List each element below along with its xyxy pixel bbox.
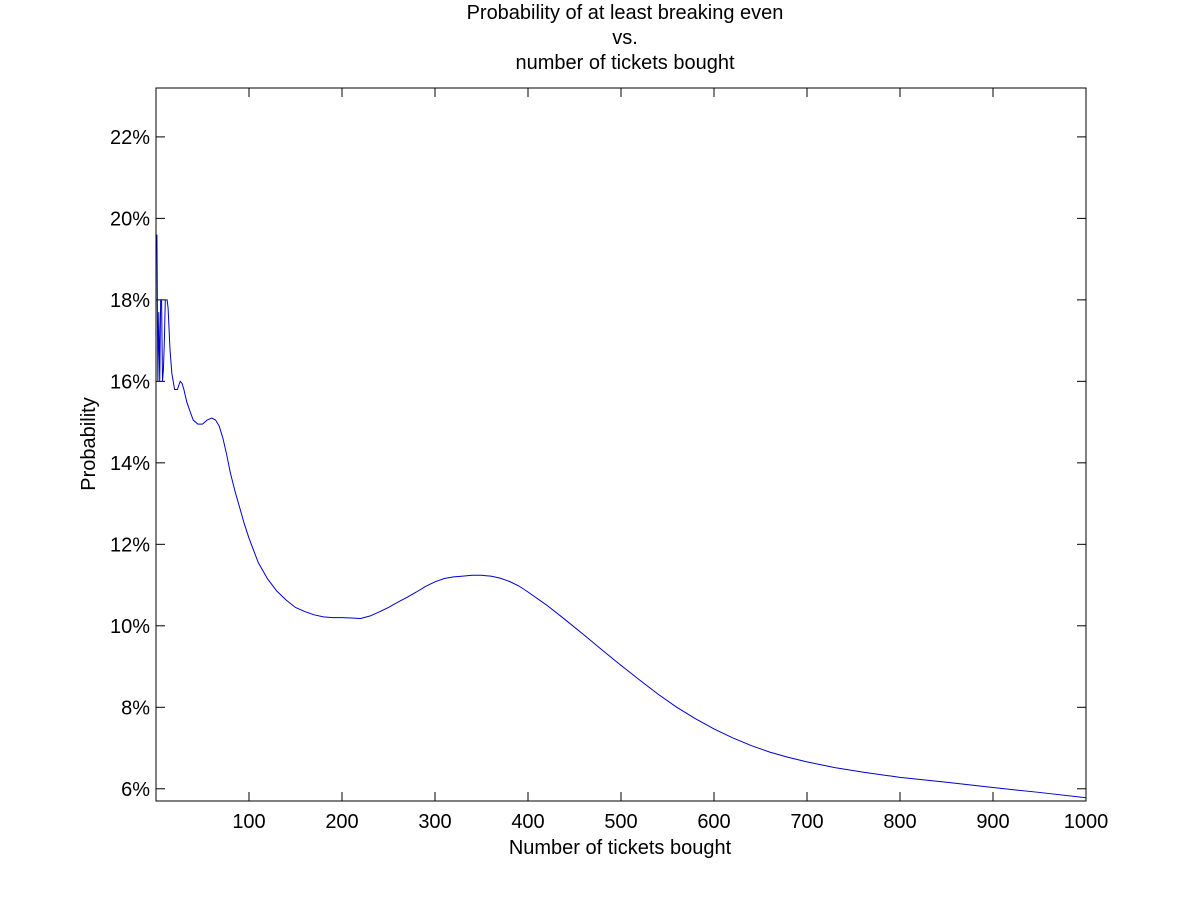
x-tick-label: 200: [325, 811, 358, 833]
x-tick-label: 400: [511, 811, 544, 833]
title-line-2: vs.: [612, 27, 638, 49]
y-tick-label: 20%: [110, 208, 150, 230]
axis-ticks: [156, 88, 1087, 801]
x-tick-label: 600: [697, 811, 730, 833]
y-tick-label: 14%: [110, 453, 150, 475]
y-tick-label: 16%: [110, 371, 150, 393]
y-tick-label: 12%: [110, 534, 150, 556]
x-tick-label: 500: [604, 811, 637, 833]
x-tick-label: 700: [790, 811, 823, 833]
title-line-1: Probability of at least breaking even: [467, 2, 784, 24]
x-tick-label: 800: [883, 811, 916, 833]
x-tick-label: 900: [976, 811, 1009, 833]
chart-title: Probability of at least breaking even vs…: [467, 2, 784, 74]
y-tick-label: 8%: [121, 697, 150, 719]
tick-labels: 100 200 300 400 500 600 700 800 900 1000 6% 8% 10% 12…: [110, 127, 1108, 833]
y-tick-label: 22%: [110, 127, 150, 149]
y-tick-label: 18%: [110, 290, 150, 312]
y-tick-label: 10%: [110, 616, 150, 638]
x-tick-label: 1000: [1064, 811, 1109, 833]
x-tick-label: 100: [232, 811, 265, 833]
probability-series-line: [156, 234, 1087, 799]
plot-area-frame: [155, 87, 1087, 802]
x-axis-label: Number of tickets bought: [509, 837, 732, 859]
y-tick-label: 6%: [121, 779, 150, 801]
title-line-3: number of tickets bought: [515, 52, 734, 74]
y-axis-label: Probability: [78, 397, 100, 490]
x-tick-label: 300: [418, 811, 451, 833]
